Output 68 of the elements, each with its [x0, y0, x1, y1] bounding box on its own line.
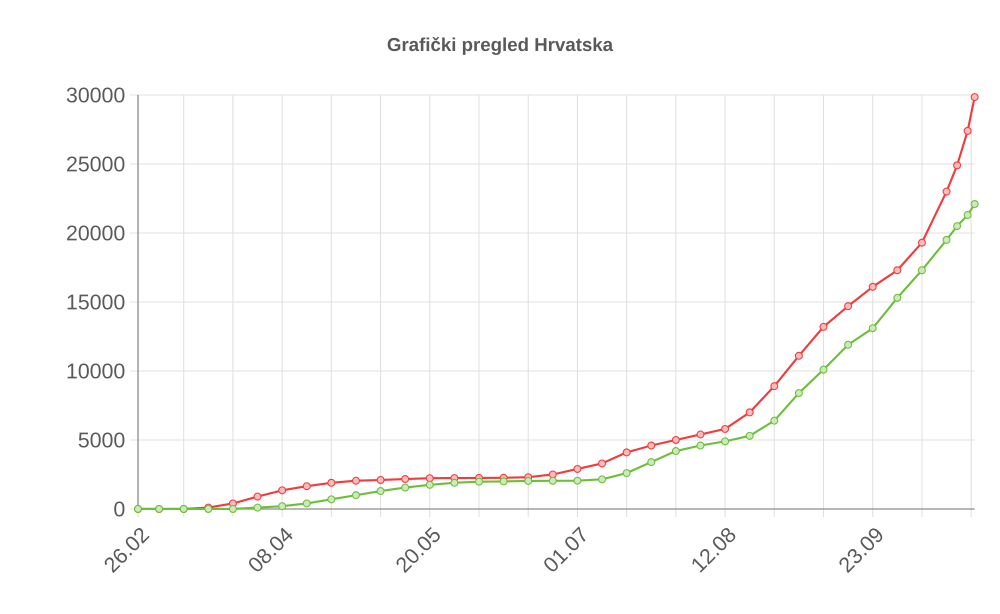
point: [964, 211, 972, 220]
point: [672, 447, 680, 456]
point: [820, 322, 828, 331]
point: [696, 430, 704, 438]
point: [844, 340, 852, 349]
y-tick-label: 25000: [67, 156, 124, 172]
point: [598, 459, 606, 468]
point: [746, 432, 754, 440]
point: [942, 188, 951, 196]
point: [278, 486, 286, 494]
point: [942, 236, 951, 244]
point: [401, 484, 410, 492]
point: [352, 491, 360, 500]
point: [573, 476, 582, 485]
point: [376, 487, 385, 496]
y-tick-label: 20000: [67, 225, 124, 241]
point: [970, 93, 979, 102]
point: [672, 436, 680, 444]
y-tick-label: 0: [114, 501, 124, 517]
point: [918, 266, 926, 274]
point: [868, 282, 877, 291]
point: [794, 352, 803, 360]
point: [352, 476, 360, 485]
point: [254, 492, 262, 501]
point: [573, 464, 582, 473]
point: [622, 469, 631, 478]
point: [327, 478, 336, 487]
point: [746, 408, 754, 416]
point: [964, 126, 972, 135]
point: [278, 502, 286, 510]
point: [893, 294, 902, 302]
point: [228, 504, 237, 513]
point: [302, 499, 311, 508]
point: [426, 480, 434, 489]
point: [524, 476, 532, 485]
point: [548, 476, 557, 485]
point: [696, 442, 704, 450]
point: [647, 458, 656, 466]
point: [450, 478, 458, 487]
point: [376, 476, 385, 484]
point: [770, 382, 778, 390]
point: [770, 416, 778, 425]
point: [868, 324, 877, 332]
point: [254, 504, 262, 512]
point: [953, 161, 962, 170]
point: [893, 266, 902, 274]
point: [794, 389, 803, 398]
point: [401, 475, 410, 484]
point: [327, 495, 336, 504]
point: [820, 366, 828, 374]
y-tick-label: 15000: [68, 294, 124, 310]
point: [647, 442, 656, 450]
point: [918, 238, 926, 247]
point: [844, 302, 852, 310]
point: [302, 482, 311, 490]
point: [500, 477, 508, 486]
y-tick-label: 10000: [68, 363, 124, 379]
y-tick-label: 5000: [78, 432, 124, 448]
point: [598, 475, 606, 484]
y-tick-label: 30000: [66, 87, 124, 103]
point: [721, 437, 730, 446]
point: [474, 478, 483, 486]
point: [721, 424, 730, 433]
chart-title: Grafički pregled Hrvatska: [388, 37, 614, 55]
point: [426, 474, 434, 482]
point: [622, 448, 631, 456]
point: [970, 200, 979, 208]
point: [953, 222, 962, 230]
